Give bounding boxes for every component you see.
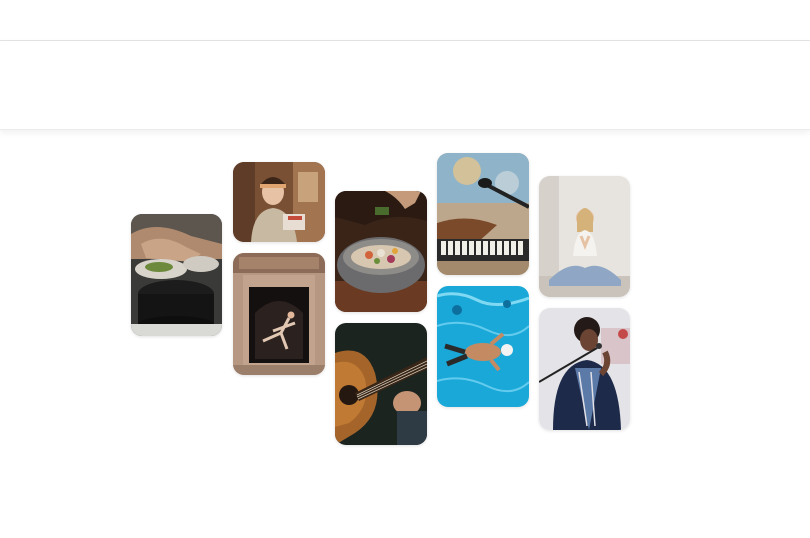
singer-microphone-photo (539, 308, 630, 430)
crafter-woman-photo (233, 162, 325, 242)
swimmer-pool-photo (437, 286, 529, 407)
acoustic-guitar-photo (335, 323, 427, 445)
keyboard-microphone-photo (437, 153, 529, 275)
top-bar (0, 0, 810, 41)
cooking-pan-photo (131, 214, 222, 336)
yoga-meditation-photo (539, 176, 630, 297)
header-band (0, 41, 810, 130)
food-bowl-photo (335, 191, 427, 312)
dancer-doorway-photo (233, 253, 325, 375)
